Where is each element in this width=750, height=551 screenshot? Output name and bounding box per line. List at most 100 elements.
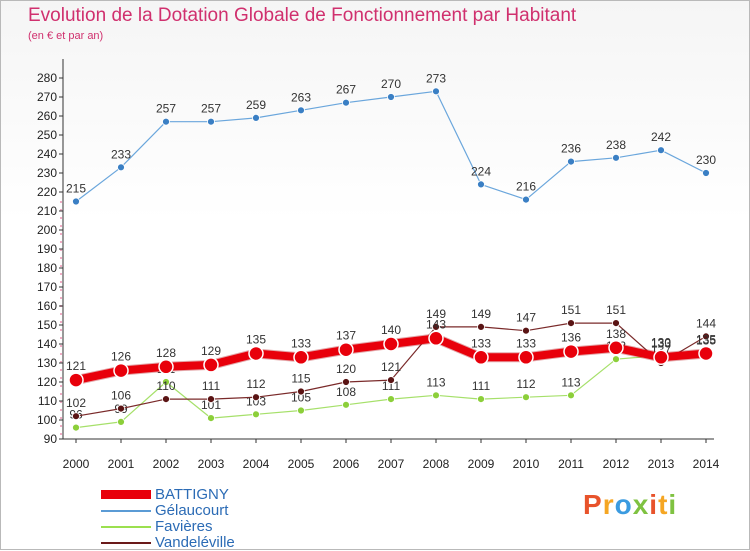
chart-subtitle: (en € et par an) bbox=[28, 30, 104, 42]
data-label-gelaucourt: 257 bbox=[201, 102, 221, 116]
logo-letter: i bbox=[668, 489, 678, 520]
data-label-battigny: 143 bbox=[426, 317, 446, 331]
data-point-battigny bbox=[473, 349, 489, 366]
y-tick-label: 240 bbox=[37, 147, 57, 161]
x-tick-label: 2004 bbox=[243, 457, 270, 471]
data-label-battigny: 140 bbox=[381, 323, 401, 337]
x-tick-label: 2011 bbox=[558, 457, 584, 471]
data-label-gelaucourt: 263 bbox=[291, 90, 311, 104]
x-tick-label: 2014 bbox=[693, 457, 720, 471]
data-point-favieres bbox=[342, 400, 350, 409]
data-point-battigny bbox=[428, 330, 444, 347]
x-tick-label: 2008 bbox=[423, 457, 450, 471]
data-point-gelaucourt bbox=[432, 87, 440, 96]
data-point-battigny bbox=[563, 343, 579, 360]
data-label-favieres: 105 bbox=[291, 391, 311, 405]
chart-title: Evolution de la Dotation Globale de Fonc… bbox=[28, 5, 577, 26]
y-tick-label: 210 bbox=[37, 204, 57, 218]
data-point-gelaucourt bbox=[117, 163, 125, 172]
data-label-vandeleville: 149 bbox=[426, 307, 446, 321]
data-label-battigny: 128 bbox=[156, 346, 176, 360]
y-tick-label: 100 bbox=[37, 413, 57, 427]
data-label-battigny: 126 bbox=[111, 350, 131, 364]
x-tick-label: 2003 bbox=[198, 457, 225, 471]
data-point-battigny bbox=[113, 362, 129, 379]
legend-swatch bbox=[101, 490, 151, 499]
data-point-gelaucourt bbox=[612, 153, 620, 162]
data-point-vandeleville bbox=[207, 395, 215, 404]
data-label-battigny: 137 bbox=[336, 329, 356, 343]
x-tick-label: 2005 bbox=[288, 457, 315, 471]
x-tick-label: 2002 bbox=[153, 457, 180, 471]
legend-label: Vandeléville bbox=[155, 534, 235, 551]
data-label-vandeleville: 149 bbox=[471, 307, 491, 321]
data-label-favieres: 101 bbox=[201, 398, 221, 412]
data-label-vandeleville: 110 bbox=[156, 379, 175, 393]
legend-swatch bbox=[101, 526, 151, 528]
data-label-favieres: 111 bbox=[382, 379, 401, 393]
data-label-vandeleville: 106 bbox=[111, 389, 131, 403]
data-point-vandeleville bbox=[522, 326, 530, 335]
legend-label: Gélaucourt bbox=[155, 502, 229, 519]
data-point-vandeleville bbox=[477, 322, 485, 331]
y-tick-label: 170 bbox=[37, 280, 57, 294]
data-label-favieres: 108 bbox=[336, 385, 356, 399]
data-point-vandeleville bbox=[387, 376, 395, 385]
data-label-battigny: 133 bbox=[651, 336, 671, 350]
data-label-battigny: 133 bbox=[471, 336, 491, 350]
data-point-favieres bbox=[477, 395, 485, 404]
data-label-favieres: 111 bbox=[472, 379, 491, 393]
y-tick-label: 110 bbox=[38, 394, 57, 408]
data-label-gelaucourt: 233 bbox=[111, 147, 131, 161]
proxiti-logo: Proxiti bbox=[583, 489, 677, 521]
data-point-favieres bbox=[252, 410, 260, 419]
data-point-gelaucourt bbox=[657, 146, 665, 155]
y-tick-label: 120 bbox=[37, 375, 57, 389]
x-tick-label: 2006 bbox=[333, 457, 360, 471]
data-label-favieres: 113 bbox=[426, 375, 445, 389]
logo-letter: x bbox=[632, 489, 650, 520]
y-tick-label: 140 bbox=[37, 337, 57, 351]
data-label-favieres: 135 bbox=[696, 334, 716, 348]
x-tick-label: 2012 bbox=[603, 457, 630, 471]
data-label-battigny: 129 bbox=[201, 344, 221, 358]
y-tick-label: 220 bbox=[37, 185, 57, 199]
y-tick-label: 250 bbox=[37, 128, 57, 142]
data-label-favieres: 112 bbox=[516, 377, 535, 391]
y-tick-label: 200 bbox=[37, 223, 57, 237]
data-label-gelaucourt: 273 bbox=[426, 71, 446, 85]
x-tick-label: 2009 bbox=[468, 457, 495, 471]
x-tick-label: 2013 bbox=[648, 457, 675, 471]
data-point-battigny bbox=[293, 349, 309, 366]
legend-label: BATTIGNY bbox=[155, 486, 229, 503]
y-tick-label: 180 bbox=[37, 261, 57, 275]
data-point-gelaucourt bbox=[522, 195, 530, 204]
data-point-vandeleville bbox=[702, 332, 710, 341]
data-point-favieres bbox=[567, 391, 575, 400]
y-tick-label: 190 bbox=[37, 242, 57, 256]
data-point-favieres bbox=[612, 355, 620, 364]
data-label-vandeleville: 115 bbox=[291, 372, 310, 386]
logo-letter: o bbox=[614, 489, 633, 520]
data-label-favieres: 130 bbox=[651, 335, 671, 349]
y-tick-label: 160 bbox=[37, 299, 57, 313]
legend-label: Favières bbox=[155, 518, 213, 535]
data-point-vandeleville bbox=[162, 395, 170, 404]
data-label-vandeleville: 147 bbox=[516, 311, 536, 325]
data-point-vandeleville bbox=[297, 387, 305, 396]
data-label-battigny: 135 bbox=[696, 333, 716, 347]
data-point-battigny bbox=[68, 372, 84, 388]
legend-swatch bbox=[101, 510, 151, 512]
data-label-battigny: 135 bbox=[246, 333, 266, 347]
data-point-battigny bbox=[158, 359, 174, 375]
data-point-gelaucourt bbox=[252, 114, 260, 122]
data-label-gelaucourt: 242 bbox=[651, 130, 671, 144]
data-label-battigny: 136 bbox=[561, 331, 581, 345]
data-label-vandeleville: 120 bbox=[336, 362, 356, 376]
y-tick-label: 230 bbox=[37, 166, 57, 180]
data-point-gelaucourt bbox=[567, 157, 575, 166]
data-point-battigny bbox=[338, 341, 354, 358]
data-point-vandeleville bbox=[252, 393, 260, 402]
data-point-favieres bbox=[162, 378, 170, 386]
